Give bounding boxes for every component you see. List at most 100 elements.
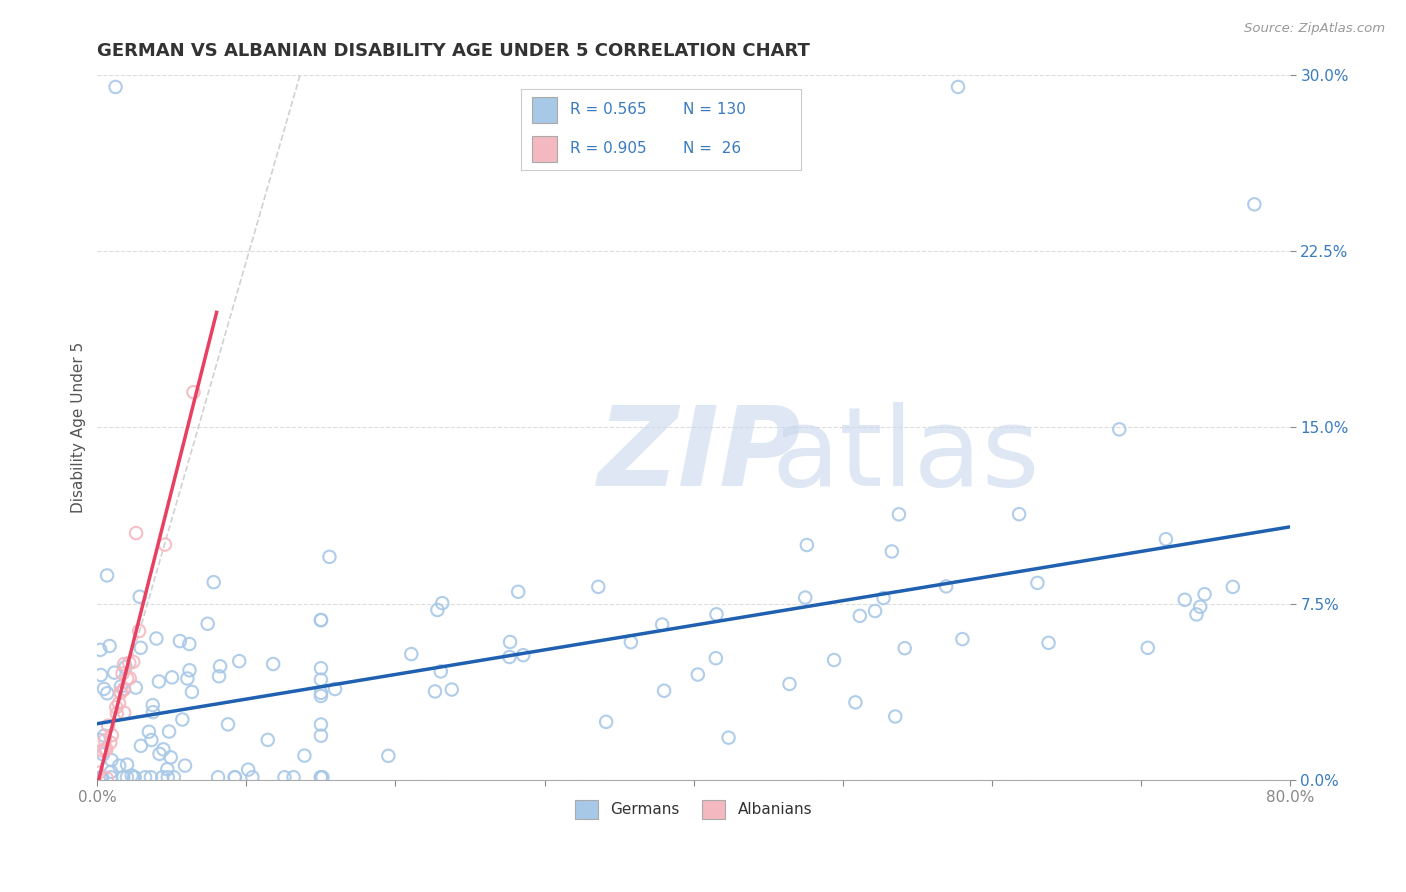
Point bbox=[98, 735, 121, 749]
Point bbox=[183, 385, 205, 400]
Point bbox=[134, 770, 156, 784]
Point bbox=[124, 770, 146, 784]
Point bbox=[139, 770, 162, 784]
Point bbox=[181, 685, 204, 699]
Point bbox=[401, 647, 423, 661]
Point bbox=[122, 655, 145, 669]
Point bbox=[100, 770, 122, 784]
Point bbox=[423, 684, 446, 698]
Point bbox=[125, 526, 148, 541]
Point bbox=[112, 657, 135, 672]
Point bbox=[93, 729, 115, 743]
Point bbox=[96, 686, 118, 700]
Point bbox=[156, 770, 179, 784]
Point bbox=[105, 700, 128, 714]
Point bbox=[141, 733, 163, 747]
Point bbox=[796, 538, 818, 552]
Legend: Germans, Albanians: Germans, Albanians bbox=[569, 794, 818, 825]
Text: ZIP: ZIP bbox=[598, 402, 801, 509]
Point bbox=[89, 643, 111, 657]
Point bbox=[849, 608, 872, 623]
Point bbox=[142, 705, 165, 719]
Point bbox=[946, 79, 969, 94]
Point bbox=[309, 717, 332, 731]
Point bbox=[118, 656, 141, 670]
Point bbox=[935, 579, 957, 593]
Point bbox=[1008, 507, 1031, 521]
Point bbox=[323, 681, 346, 696]
Point bbox=[110, 686, 132, 700]
Point bbox=[207, 770, 229, 784]
Point bbox=[96, 742, 118, 756]
Point bbox=[377, 748, 399, 763]
Y-axis label: Disability Age Under 5: Disability Age Under 5 bbox=[72, 342, 86, 513]
Point bbox=[273, 770, 295, 784]
Point bbox=[157, 724, 180, 739]
Point bbox=[112, 706, 135, 720]
Point bbox=[125, 681, 148, 695]
Point bbox=[202, 575, 225, 590]
Text: atlas: atlas bbox=[770, 402, 1039, 509]
Point bbox=[91, 747, 114, 762]
Point bbox=[208, 669, 231, 683]
Point bbox=[887, 508, 910, 522]
Point bbox=[153, 537, 176, 551]
Point bbox=[1189, 599, 1212, 614]
Point bbox=[588, 580, 610, 594]
Point bbox=[652, 683, 675, 698]
Point bbox=[794, 591, 817, 605]
Point bbox=[128, 590, 150, 604]
Point bbox=[94, 742, 117, 756]
Point bbox=[94, 733, 117, 747]
Point bbox=[129, 640, 152, 655]
Point bbox=[651, 617, 673, 632]
Text: GERMAN VS ALBANIAN DISABILITY AGE UNDER 5 CORRELATION CHART: GERMAN VS ALBANIAN DISABILITY AGE UNDER … bbox=[97, 42, 810, 60]
Point bbox=[1136, 640, 1159, 655]
Point bbox=[197, 616, 219, 631]
Point bbox=[1243, 197, 1265, 211]
Point bbox=[779, 677, 801, 691]
Point bbox=[150, 770, 173, 784]
Point bbox=[1026, 575, 1049, 590]
Point bbox=[283, 770, 305, 784]
Point bbox=[717, 731, 740, 745]
Point bbox=[110, 685, 132, 699]
Point bbox=[1154, 532, 1177, 546]
Point bbox=[179, 637, 201, 651]
Point bbox=[93, 681, 115, 696]
Point bbox=[90, 770, 112, 784]
Point bbox=[91, 770, 114, 784]
Point bbox=[156, 762, 179, 776]
Point bbox=[309, 770, 332, 784]
Point bbox=[138, 724, 160, 739]
Point bbox=[100, 753, 122, 767]
Point bbox=[294, 748, 316, 763]
Point bbox=[311, 770, 333, 784]
Point bbox=[115, 770, 138, 784]
Point bbox=[706, 607, 728, 622]
Point bbox=[309, 673, 332, 687]
Point bbox=[309, 729, 332, 743]
Point bbox=[1222, 580, 1244, 594]
Point bbox=[823, 653, 845, 667]
Point bbox=[172, 713, 194, 727]
Point bbox=[499, 635, 522, 649]
Point bbox=[159, 750, 181, 764]
Point bbox=[169, 634, 191, 648]
Point bbox=[238, 763, 260, 777]
Point bbox=[429, 665, 451, 679]
Point bbox=[224, 770, 246, 784]
Point bbox=[228, 654, 250, 668]
Point bbox=[309, 686, 332, 700]
Point bbox=[114, 660, 136, 674]
Point bbox=[96, 772, 118, 786]
Point bbox=[884, 709, 907, 723]
Point bbox=[426, 603, 449, 617]
Point bbox=[174, 758, 197, 772]
Point bbox=[498, 650, 520, 665]
Point bbox=[129, 739, 152, 753]
Point bbox=[242, 770, 264, 784]
Point bbox=[91, 744, 114, 758]
Point bbox=[122, 770, 145, 784]
Point bbox=[309, 661, 332, 675]
